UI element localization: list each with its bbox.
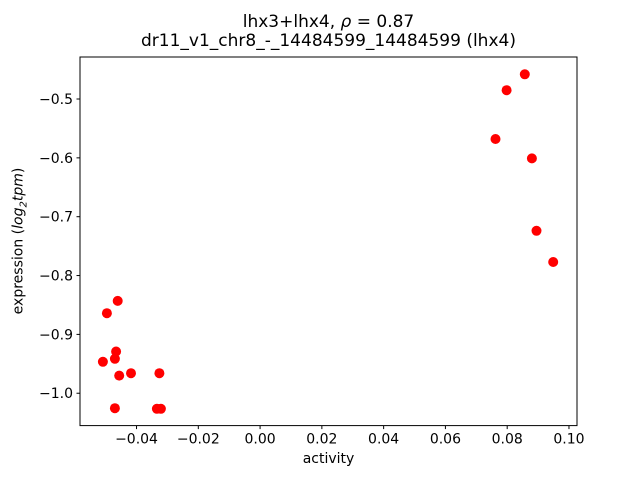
scatter-point (97, 356, 108, 367)
x-tick-label: 0.02 (306, 432, 337, 448)
y-tick-label: −0.8 (39, 269, 73, 285)
x-tick-label: −0.04 (115, 432, 158, 448)
plot-frame (79, 56, 578, 427)
scatter-point (501, 85, 512, 96)
scatter-point (519, 69, 530, 80)
chart-title: lhx3+lhx4, ρ = 0.87 dr11_v1_chr8_-_14484… (80, 13, 577, 51)
scatter-point (109, 353, 120, 364)
x-tick-label: 0.08 (492, 432, 523, 448)
x-tick-label: 0.10 (553, 432, 584, 448)
x-tick-label: −0.02 (177, 432, 220, 448)
x-tick-label: 0.04 (368, 432, 399, 448)
title-rho-value: = 0.87 (351, 12, 415, 32)
scatter-point (154, 368, 165, 379)
x-axis-label: activity (302, 451, 355, 467)
y-tick-label: −1.0 (39, 386, 73, 402)
y-tick-label: −0.5 (39, 92, 73, 108)
scatter-point (109, 403, 120, 414)
scatter-point (155, 403, 166, 414)
chart-title-line1: lhx3+lhx4, ρ = 0.87 (80, 13, 577, 32)
y-tick-label: −0.9 (39, 327, 73, 343)
scatter-point (101, 308, 112, 319)
scatter-point (531, 225, 542, 236)
scatter-point (126, 368, 136, 379)
chart-title-line2: dr11_v1_chr8_-_14484599_14484599 (lhx4) (141, 31, 516, 51)
scatter-point (548, 257, 559, 267)
scatter-point (112, 295, 123, 306)
x-tick-label: 0.06 (430, 432, 461, 448)
scatter-point (490, 134, 501, 144)
scatter-point (526, 153, 537, 164)
x-tick-label: 0.00 (244, 432, 275, 448)
title-gene-names: lhx3+lhx4, (242, 12, 341, 32)
scatter-point (114, 370, 125, 381)
y-tick-label: −0.7 (39, 210, 73, 226)
y-tick-label: −0.6 (39, 151, 73, 167)
rho-symbol: ρ (340, 12, 352, 32)
